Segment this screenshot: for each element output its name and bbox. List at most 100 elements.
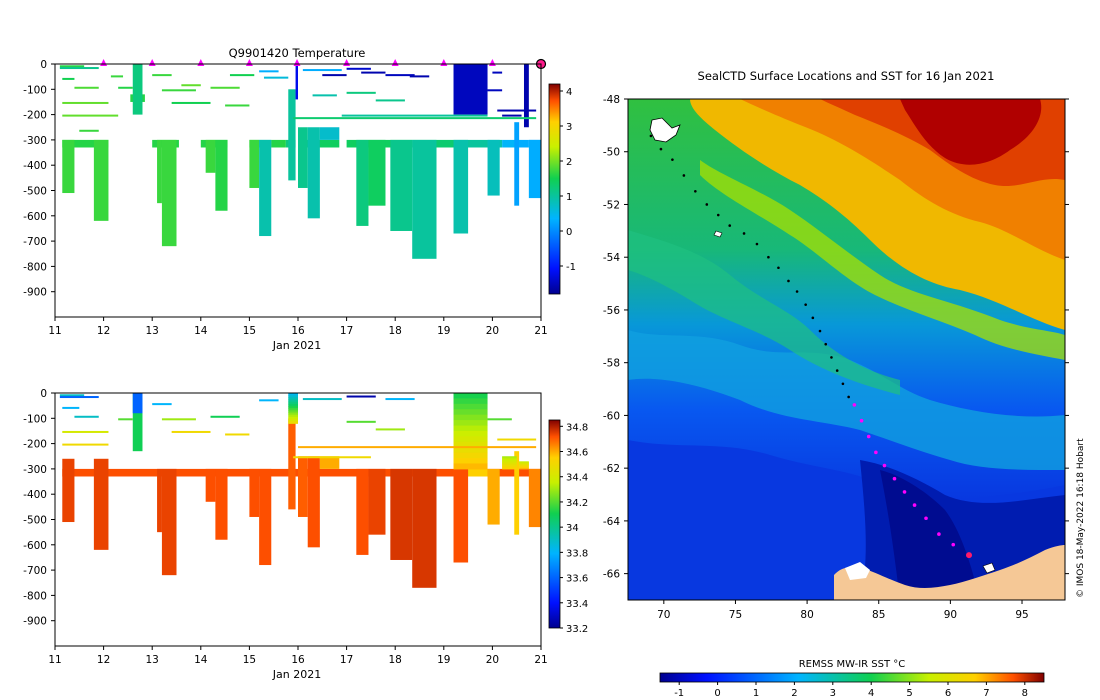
thin-layer	[59, 394, 85, 397]
profile-cell	[288, 418, 296, 510]
map-annotation: © IMOS 18-May-2022 16:18 Hobart	[1076, 438, 1086, 598]
sst-colorbar-tick-label: 3	[830, 688, 836, 699]
thin-layer	[302, 398, 342, 401]
track-point	[671, 158, 674, 161]
colorbar-tick-label: 2	[566, 157, 572, 168]
thin-layer	[210, 415, 240, 418]
profile-cell	[259, 139, 272, 237]
thin-layer	[346, 91, 376, 94]
recent-track-point	[902, 490, 907, 494]
lon-tick-label: 85	[872, 609, 885, 621]
profile-cell	[298, 127, 308, 188]
gradient-cell	[519, 464, 529, 466]
profile-cell	[356, 139, 369, 226]
x-tick-label: 13	[146, 654, 159, 666]
lat-tick-label: -58	[603, 358, 620, 370]
y-tick-label: -600	[23, 211, 47, 223]
profile-cell	[307, 127, 320, 219]
x-tick-label: 16	[291, 654, 305, 666]
y-tick-label: -500	[23, 186, 47, 198]
profile-cell	[205, 139, 216, 173]
gradient-cell	[288, 419, 298, 422]
profile-cell	[62, 139, 75, 194]
profile-cell	[319, 456, 340, 469]
x-tick-label: 11	[48, 654, 61, 666]
y-tick-label: -200	[23, 439, 47, 451]
colorbar-tick-label: 34.6	[566, 448, 588, 459]
gradient-cell	[502, 463, 517, 465]
profile-cell	[528, 468, 541, 528]
thin-layer	[210, 86, 240, 89]
thin-layer	[229, 74, 255, 77]
x-tick-label: 18	[389, 654, 402, 666]
thin-layer	[346, 420, 376, 423]
gradient-cell	[519, 464, 529, 466]
gradient-cell	[502, 461, 517, 464]
profile-cell	[390, 139, 413, 231]
lat-tick-label: -56	[603, 305, 620, 317]
x-tick-label: 15	[243, 654, 256, 666]
y-tick-label: -900	[23, 287, 47, 299]
salinity-colorbar-ticks: 34.8 34.6 34.4 34.2 34 33.8 33.6 33.4 33.2	[560, 422, 588, 635]
thin-layer	[346, 395, 376, 398]
track-point	[824, 342, 828, 346]
thin-layer	[152, 403, 172, 406]
profile-cell	[249, 139, 260, 188]
map-lon-axis: 70 75 80 85 90 95	[657, 600, 1029, 621]
seal-track	[649, 134, 973, 559]
thin-layer	[487, 89, 503, 92]
profile-marker	[293, 59, 301, 66]
profile-cell	[453, 139, 469, 234]
profile-cell	[215, 139, 228, 211]
band-cell	[62, 139, 109, 148]
gradient-cell	[519, 467, 529, 469]
sst-colorbar-label: REMSS MW-IR SST °C	[799, 659, 906, 670]
colorbar-tick-label: 33.2	[566, 624, 588, 635]
profile-marker	[440, 59, 448, 66]
y-tick-label: 0	[40, 388, 47, 400]
gradient-cell	[453, 398, 488, 405]
temperature-x-axis: 11 12 13 14 15 16 17 18 19 20 21	[48, 317, 548, 337]
x-tick-label: 20	[486, 654, 499, 666]
thin-layer	[225, 104, 250, 107]
gradient-cell	[502, 466, 517, 468]
thin-layer	[293, 117, 537, 120]
gradient-cell	[288, 412, 298, 416]
gradient-cell	[519, 468, 529, 470]
x-tick-label: 18	[389, 325, 402, 337]
thin-layer	[375, 428, 405, 431]
recent-track-point	[951, 542, 956, 547]
gradient-cell	[502, 462, 517, 464]
temperature-panel: Q9901420 Temperature 0 -100 -200 -300 -400 -5…	[23, 46, 576, 352]
thin-layer	[110, 75, 124, 78]
y-tick-label: -500	[23, 515, 47, 527]
colorbar-tick-label: -1	[566, 262, 576, 273]
gradient-cell	[288, 410, 298, 414]
thin-layer	[487, 418, 512, 421]
profile-cell	[514, 122, 520, 206]
lat-tick-label: -48	[603, 94, 620, 106]
profile-cell	[161, 468, 177, 576]
lon-tick-label: 95	[1015, 609, 1028, 621]
salinity-panel: 0 -100 -200 -300 -400 -500 -600 -700 -800 -900 11…	[23, 388, 588, 681]
thin-layer	[259, 70, 279, 73]
profile-cell	[307, 456, 320, 548]
profile-cell	[390, 468, 413, 560]
profile-cell	[368, 468, 386, 535]
profile-cell	[93, 139, 109, 221]
x-tick-label: 15	[243, 325, 256, 337]
thin-layer	[263, 76, 289, 79]
track-point	[777, 266, 780, 270]
y-tick-label: -300	[23, 464, 47, 476]
gradient-cell	[288, 397, 298, 401]
profile-cell	[288, 89, 296, 181]
track-point	[716, 213, 720, 217]
profile-cell	[453, 64, 488, 115]
track-point	[804, 303, 807, 306]
gradient-cell	[519, 465, 529, 467]
recent-track-point	[866, 434, 871, 439]
sst-colorbar-tick-label: 8	[1022, 688, 1028, 699]
gradient-cell	[519, 462, 529, 464]
y-tick-label: -700	[23, 236, 47, 248]
colorbar-tick-label: 34.8	[566, 422, 588, 433]
